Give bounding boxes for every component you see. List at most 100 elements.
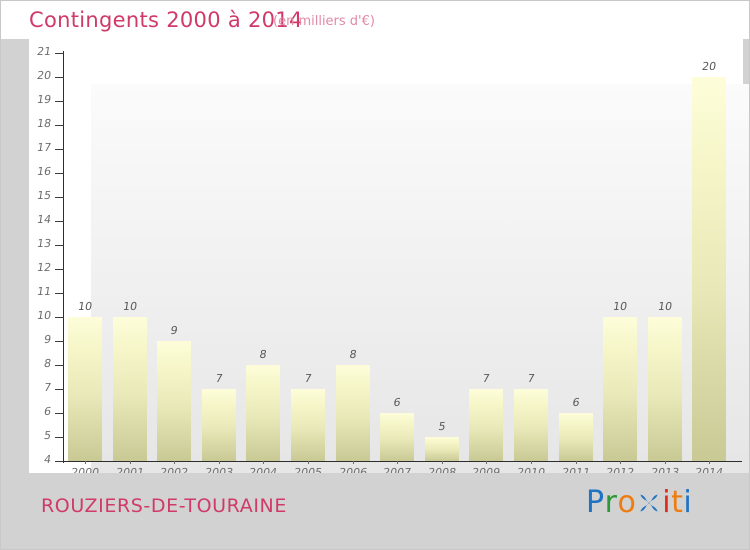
y-axis-tick-label: 5 <box>42 429 53 442</box>
bar-value-label-2014: 20 <box>701 60 718 73</box>
logo-letter-t: t <box>671 485 684 520</box>
bar-2012[interactable] <box>603 317 638 461</box>
y-axis-tick <box>55 77 64 78</box>
x-axis-tick <box>218 461 220 464</box>
x-axis-tick <box>174 461 176 464</box>
y-axis-tick <box>55 389 64 390</box>
y-axis-tick <box>55 53 64 54</box>
x-axis-line <box>63 461 742 462</box>
y-axis-tick-label: 12 <box>35 261 53 274</box>
y-axis-tick <box>55 269 64 270</box>
y-axis-tick-label: 4 <box>42 453 53 466</box>
bar-value-label-2006: 8 <box>348 348 358 361</box>
x-axis-tick <box>486 461 488 464</box>
bar-2011[interactable] <box>558 413 593 461</box>
bar-value-label-2010: 7 <box>526 372 536 385</box>
y-axis-tick <box>55 293 64 294</box>
bar-value-label-2008: 5 <box>437 420 447 433</box>
bar-2010[interactable] <box>514 389 548 461</box>
y-axis-tick <box>55 461 64 462</box>
bar-value-label-2000: 10 <box>76 300 94 313</box>
y-axis-tick <box>55 197 64 198</box>
y-axis-tick <box>55 149 64 150</box>
bar-value-label-2007: 6 <box>392 396 402 409</box>
y-axis-tick <box>55 365 64 366</box>
bar-2007[interactable] <box>380 413 415 461</box>
place-name: ROUZIERS-DE-TOURAINE <box>41 495 287 517</box>
bar-value-label-2003: 7 <box>214 372 224 385</box>
y-axis-tick <box>55 437 64 438</box>
plot-area <box>91 84 749 499</box>
y-axis-tick <box>55 245 64 246</box>
y-axis-line <box>63 51 64 463</box>
plot-frame <box>29 39 749 499</box>
x-axis-tick <box>308 461 309 464</box>
y-axis-tick-label: 8 <box>42 357 53 370</box>
logo-letter-i1: i <box>662 485 672 520</box>
bar-2001[interactable] <box>112 317 147 461</box>
logo-letter-o: o <box>617 485 637 520</box>
y-axis-tick <box>55 221 64 222</box>
bar-2005[interactable] <box>291 389 325 461</box>
bar-value-label-2004: 8 <box>258 348 268 361</box>
y-axis-tick-label: 11 <box>35 285 53 298</box>
bar-value-label-2001: 10 <box>121 300 138 313</box>
y-axis-tick-label: 16 <box>35 165 53 178</box>
y-axis-tick <box>55 173 64 174</box>
bar-2009[interactable] <box>469 389 504 461</box>
y-axis-tick <box>55 413 64 414</box>
y-axis-tick-label: 19 <box>35 93 53 106</box>
y-axis-tick <box>55 341 64 342</box>
x-axis-tick <box>263 461 265 464</box>
bar-2002[interactable] <box>157 341 192 461</box>
footer: ROUZIERS-DE-TOURAINE Pro iti <box>1 473 749 549</box>
x-axis-tick <box>620 461 622 464</box>
bar-2004[interactable] <box>246 365 281 461</box>
y-axis-tick <box>55 125 64 126</box>
logo-letter-p: P <box>586 485 605 520</box>
bar-value-label-2009: 7 <box>481 372 491 385</box>
bar-value-label-2002: 9 <box>169 324 179 337</box>
bar-value-label-2005: 7 <box>303 372 313 385</box>
bar-2014[interactable] <box>692 77 727 461</box>
bar-value-label-2011: 6 <box>571 396 581 409</box>
y-axis-tick-label: 7 <box>42 381 53 394</box>
bar-2013[interactable] <box>647 317 682 461</box>
header-band: Contingents 2000 à 2014 (en milliers d'€… <box>1 1 749 39</box>
x-axis-tick <box>129 461 131 464</box>
y-axis-tick-label: 10 <box>35 309 53 322</box>
y-axis-tick-label: 14 <box>35 213 53 226</box>
x-axis-tick <box>664 461 666 464</box>
y-axis-tick-label: 9 <box>42 333 53 346</box>
logo-letter-r: r <box>604 485 618 520</box>
y-axis-tick-label: 20 <box>35 69 53 82</box>
x-axis-tick <box>709 461 711 464</box>
bar-2000[interactable] <box>68 317 102 461</box>
bar-2006[interactable] <box>335 365 370 461</box>
page-title: Contingents 2000 à 2014 <box>29 8 303 32</box>
y-axis-tick-label: 17 <box>35 141 53 154</box>
x-axis-tick <box>85 461 86 464</box>
x-axis-tick <box>441 461 443 464</box>
y-axis-tick-label: 15 <box>35 189 53 202</box>
bar-2008[interactable] <box>424 437 459 461</box>
bar-2003[interactable] <box>201 389 236 461</box>
y-axis-tick-label: 6 <box>42 405 53 418</box>
y-axis-tick-label: 13 <box>35 237 53 250</box>
x-axis-tick <box>397 461 399 464</box>
proxiti-logo[interactable]: Pro iti <box>586 485 692 529</box>
bar-value-label-2013: 10 <box>656 300 673 313</box>
bar-value-label-2012: 10 <box>612 300 629 313</box>
y-axis-labels: 4 5 6 7 8 9 10 11 12 13 14 15 16 17 18 19 20 21 <box>23 1 53 549</box>
x-axis-tick <box>575 461 577 464</box>
y-axis-tick <box>55 317 64 318</box>
y-axis-tick <box>55 101 64 102</box>
logo-x-icon <box>636 490 662 516</box>
y-axis-tick-label: 18 <box>35 117 53 130</box>
x-axis-tick <box>531 461 532 464</box>
x-axis-tick <box>352 461 354 464</box>
chart-subtitle: (en milliers d'€) <box>273 14 375 29</box>
y-axis-tick-label: 21 <box>35 45 53 58</box>
logo-letter-i2: i <box>683 485 693 520</box>
